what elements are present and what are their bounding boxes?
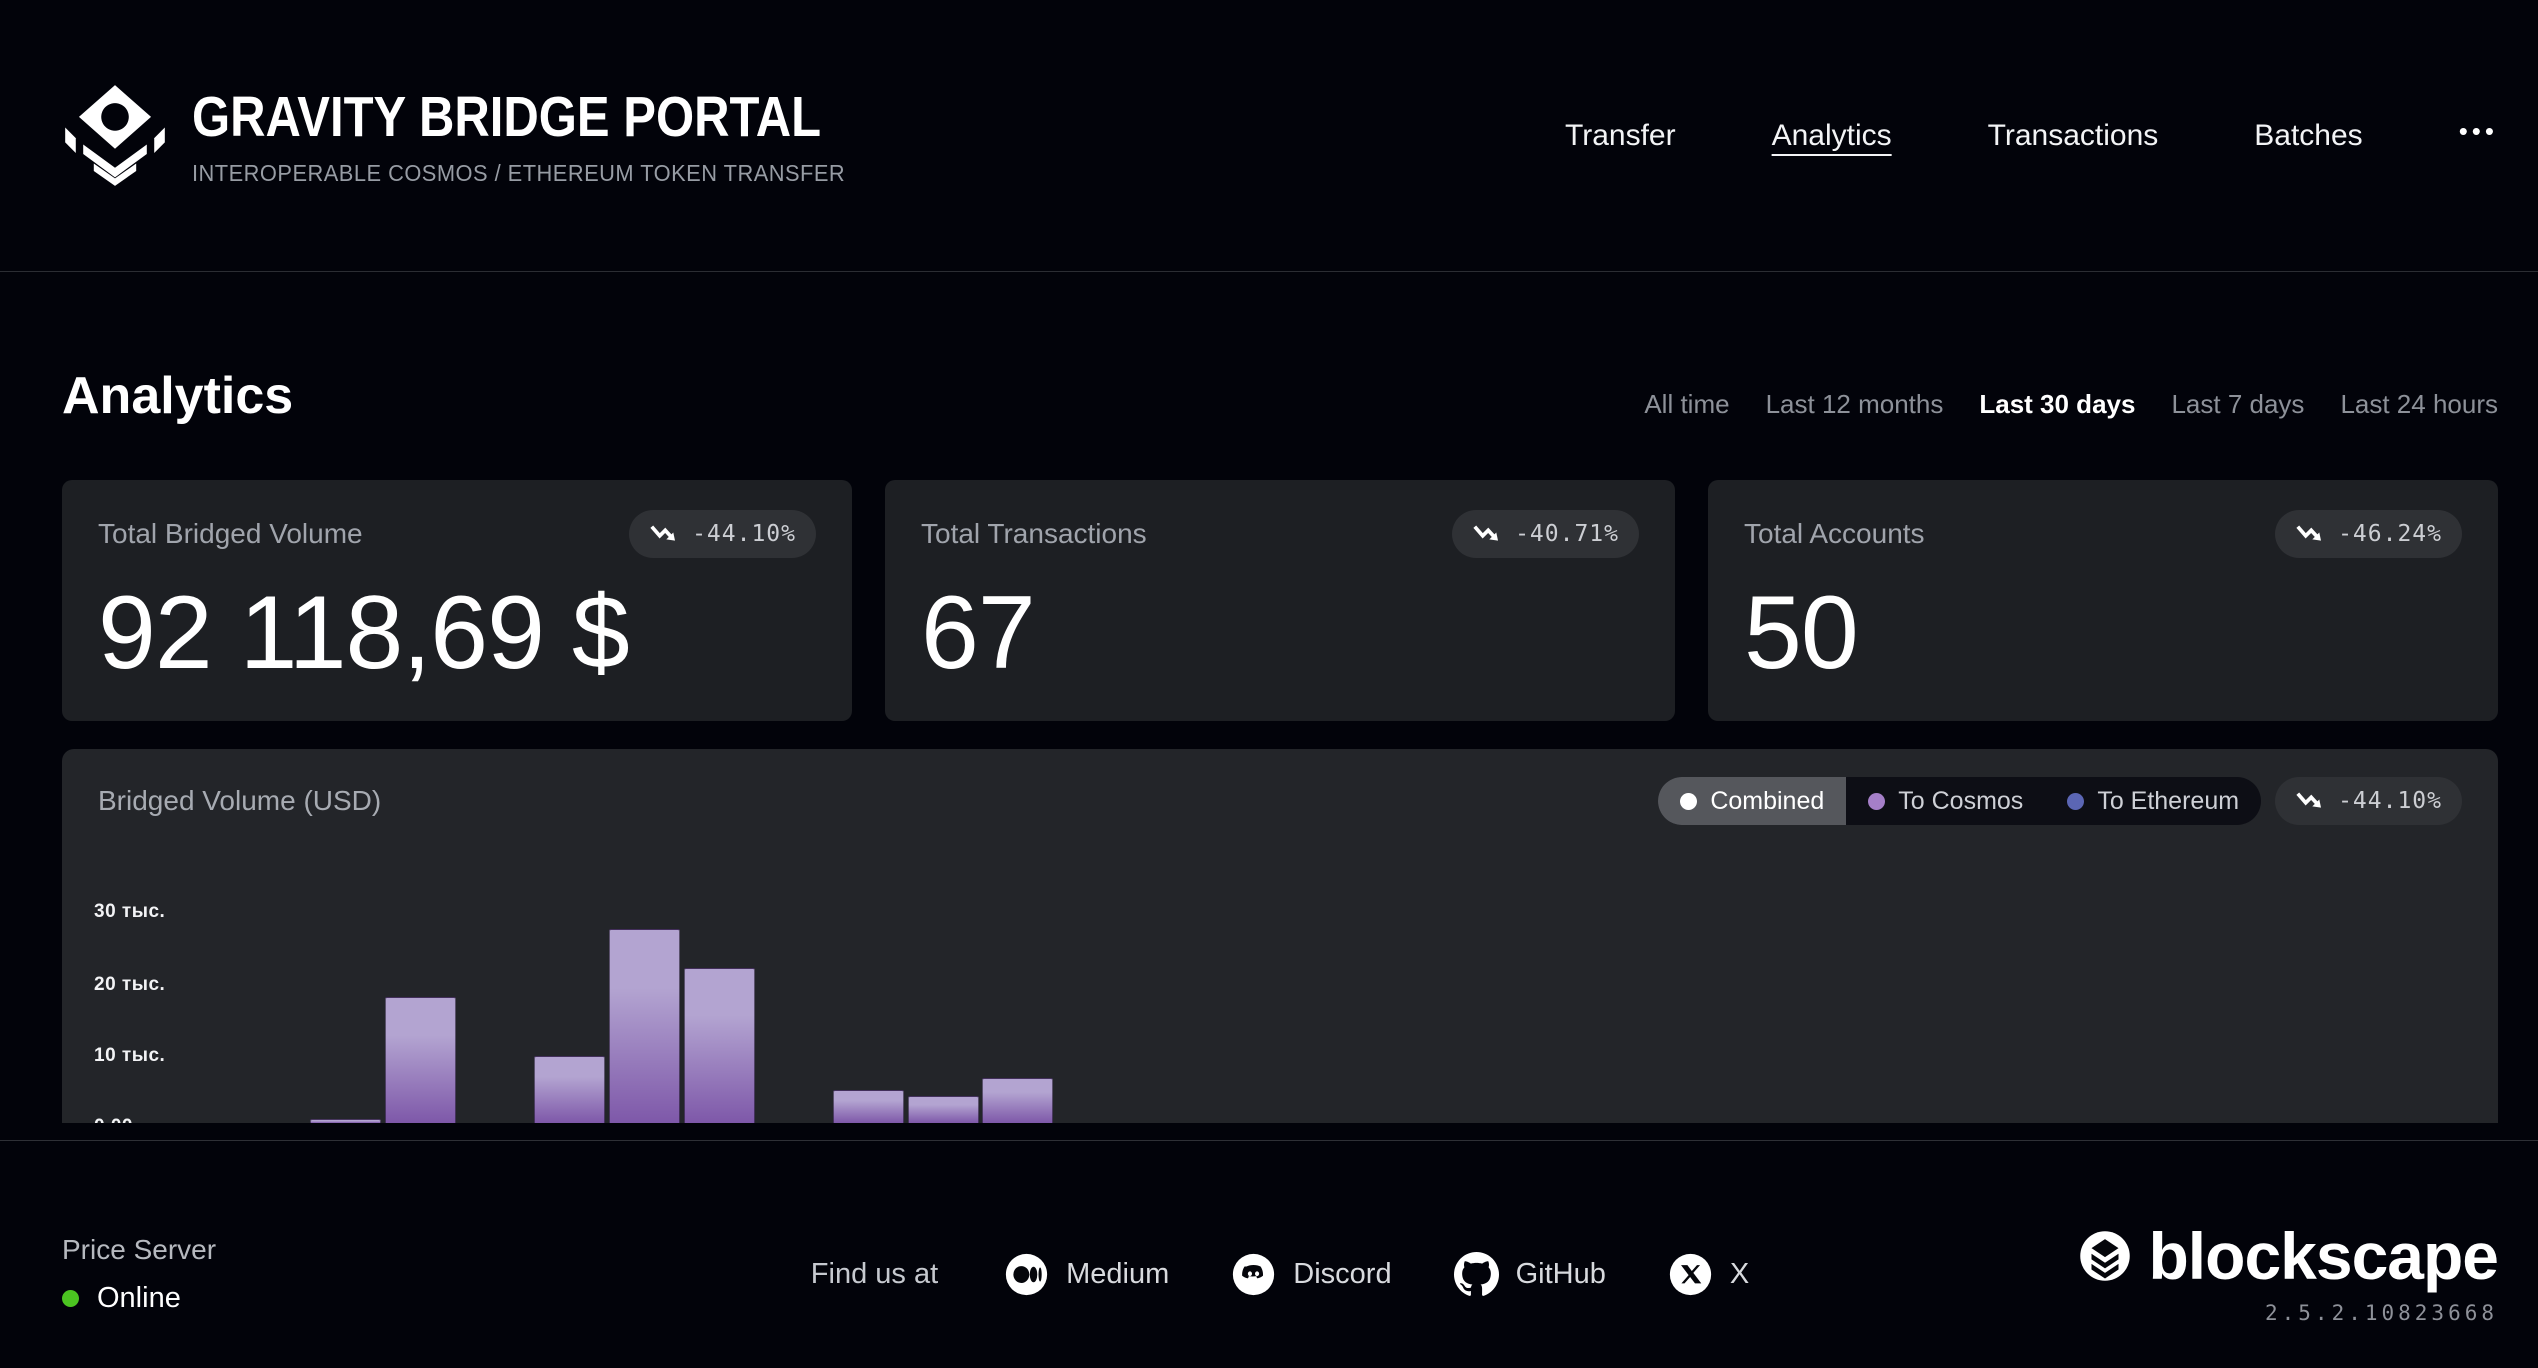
stat-card-total-bridged-volume: Total Bridged Volume -44.10% 92 118,69 $ bbox=[62, 480, 852, 721]
gravity-bridge-logo-icon bbox=[65, 84, 165, 186]
change-value: -44.10% bbox=[2338, 788, 2442, 814]
legend-item-combined[interactable]: Combined bbox=[1658, 777, 1847, 825]
blockscape-wordmark: blockscape bbox=[2148, 1219, 2499, 1293]
stat-card-total-transactions: Total Transactions -40.71% 67 bbox=[885, 480, 1675, 721]
trend-down-icon bbox=[650, 525, 676, 541]
x-icon bbox=[1669, 1253, 1711, 1295]
change-value: -46.24% bbox=[2338, 521, 2442, 547]
legend-label: To Ethereum bbox=[2097, 786, 2240, 815]
chart-bar[interactable] bbox=[908, 1096, 979, 1123]
legend-item-to-ethereum[interactable]: To Ethereum bbox=[2045, 777, 2261, 825]
time-filter-last-30-days[interactable]: Last 30 days bbox=[1979, 389, 2136, 419]
y-axis-tick: 20 тыс. bbox=[94, 974, 166, 995]
stat-value: 92 118,69 $ bbox=[98, 575, 630, 691]
blockscape-brand[interactable]: blockscape bbox=[2078, 1219, 2499, 1293]
change-badge: -40.71% bbox=[1452, 510, 1639, 558]
nav-transactions[interactable]: Transactions bbox=[1987, 118, 2159, 152]
change-badge: -44.10% bbox=[629, 510, 816, 558]
combined-dot bbox=[1680, 792, 1698, 810]
app-footer: Price Server Online Find us at Medium bbox=[0, 1141, 2538, 1325]
chart-bar[interactable] bbox=[310, 1119, 381, 1123]
version-label: 2.5.2.10823668 bbox=[2265, 1301, 2499, 1325]
chart-bar[interactable] bbox=[833, 1090, 904, 1123]
app-subtitle: INTEROPERABLE COSMOS / ETHEREUM TOKEN TR… bbox=[192, 160, 846, 186]
change-value: -44.10% bbox=[692, 521, 796, 547]
stat-title: Total Bridged Volume bbox=[98, 518, 363, 549]
discord-icon bbox=[1233, 1253, 1275, 1295]
brand-text: GRAVITY BRIDGE PORTAL INTEROPERABLE COSM… bbox=[192, 84, 924, 187]
github-icon bbox=[1453, 1251, 1499, 1296]
time-filter-all-time[interactable]: All time bbox=[1644, 389, 1730, 419]
nav-transfer[interactable]: Transfer bbox=[1565, 118, 1676, 152]
chart-plot: 30 тыс. 20 тыс. 10 тыс. 0.00 bbox=[62, 749, 2498, 1123]
legend-label: To Cosmos bbox=[1898, 786, 2024, 815]
legend-label: Combined bbox=[1710, 786, 1825, 815]
blockscape-block: blockscape 2.5.2.10823668 bbox=[1749, 1219, 2499, 1325]
stat-value: 50 bbox=[1744, 575, 1859, 691]
social-label: Medium bbox=[1066, 1257, 1170, 1290]
brand[interactable]: GRAVITY BRIDGE PORTAL INTEROPERABLE COSM… bbox=[62, 83, 924, 189]
main-nav: Transfer Analytics Transactions Batches … bbox=[1565, 118, 2498, 154]
change-value: -40.71% bbox=[1515, 521, 1619, 547]
stats-row: Total Bridged Volume -44.10% 92 118,69 $… bbox=[0, 480, 2538, 721]
chart-change-badge: -44.10% bbox=[2275, 777, 2462, 825]
medium-icon bbox=[1006, 1253, 1048, 1295]
app-title: GRAVITY BRIDGE PORTAL bbox=[192, 85, 822, 149]
time-filter-last-7-days[interactable]: Last 7 days bbox=[2171, 389, 2305, 419]
trend-down-icon bbox=[1473, 525, 1499, 541]
trend-down-icon bbox=[2296, 525, 2322, 541]
to-ethereum-dot bbox=[2067, 792, 2085, 810]
y-axis-tick: 30 тыс. bbox=[94, 901, 166, 922]
time-filter-last-24-hours[interactable]: Last 24 hours bbox=[2340, 389, 2498, 419]
social-label: Discord bbox=[1293, 1257, 1392, 1290]
social-links: Find us at Medium Discord bbox=[810, 1251, 1749, 1297]
chart-bar[interactable] bbox=[684, 968, 755, 1123]
chart-title: Bridged Volume (USD) bbox=[98, 785, 382, 816]
github-link[interactable]: GitHub bbox=[1453, 1251, 1606, 1297]
price-server-block: Price Server Online bbox=[62, 1234, 811, 1315]
app-header: GRAVITY BRIDGE PORTAL INTEROPERABLE COSM… bbox=[0, 0, 2538, 272]
legend-item-to-cosmos[interactable]: To Cosmos bbox=[1846, 777, 2045, 825]
social-label: GitHub bbox=[1515, 1257, 1606, 1290]
to-cosmos-dot bbox=[1868, 792, 1886, 810]
trend-down-icon bbox=[2296, 792, 2322, 808]
chart-bar[interactable] bbox=[609, 929, 680, 1123]
bridged-volume-chart-panel: Bridged Volume (USD) Combined To Cosmos bbox=[62, 749, 2498, 1123]
chart-bar[interactable] bbox=[534, 1056, 605, 1123]
nav-analytics[interactable]: Analytics bbox=[1771, 118, 1892, 152]
y-axis-tick: 10 тыс. bbox=[94, 1045, 166, 1066]
online-status-dot bbox=[62, 1289, 79, 1307]
nav-more-button[interactable]: ••• bbox=[2458, 115, 2498, 146]
page-head: Analytics All time Last 12 months Last 3… bbox=[0, 366, 2538, 426]
stat-title: Total Accounts bbox=[1744, 518, 1925, 549]
chart-bar[interactable] bbox=[982, 1078, 1053, 1123]
discord-link[interactable]: Discord bbox=[1231, 1252, 1392, 1297]
change-badge: -46.24% bbox=[2275, 510, 2462, 558]
footer-divider bbox=[0, 1140, 2538, 1141]
stat-card-total-accounts: Total Accounts -46.24% 50 bbox=[1708, 480, 2498, 721]
time-range-filters: All time Last 12 months Last 30 days Las… bbox=[1644, 389, 2498, 420]
find-us-label: Find us at bbox=[810, 1257, 939, 1290]
price-server-status: Online bbox=[97, 1281, 181, 1314]
medium-link[interactable]: Medium bbox=[1004, 1252, 1169, 1297]
x-link[interactable]: X bbox=[1668, 1252, 1749, 1297]
page-title: Analytics bbox=[62, 367, 294, 425]
nav-batches[interactable]: Batches bbox=[2254, 118, 2363, 152]
social-label: X bbox=[1729, 1257, 1750, 1290]
price-server-label: Price Server bbox=[62, 1233, 217, 1265]
stat-value: 67 bbox=[921, 575, 1036, 691]
stat-title: Total Transactions bbox=[921, 518, 1147, 549]
blockscape-logo-icon bbox=[2080, 1231, 2131, 1281]
time-filter-last-12-months[interactable]: Last 12 months bbox=[1765, 389, 1944, 419]
chart-bar[interactable] bbox=[385, 997, 456, 1123]
chart-series-toggle: Combined To Cosmos To Ethereum bbox=[1658, 777, 2262, 825]
y-axis-tick: 0.00 bbox=[94, 1117, 133, 1123]
